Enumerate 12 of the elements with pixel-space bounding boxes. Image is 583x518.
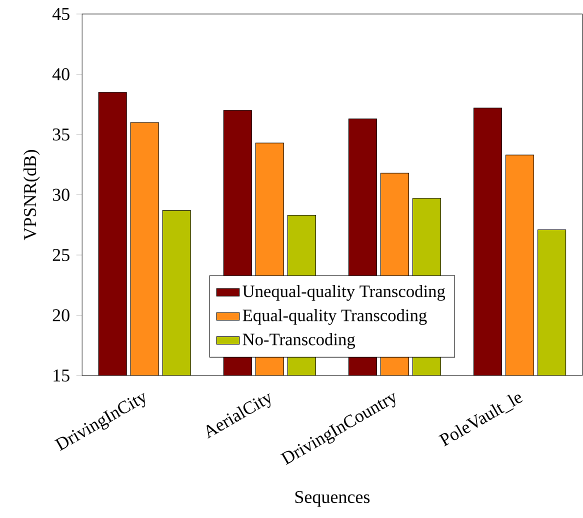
y-tick-label: 20 <box>52 309 70 322</box>
x-axis-title: Sequences <box>295 490 370 507</box>
y-tick-label: 45 <box>52 8 70 20</box>
legend-label: Equal-quality Transcoding <box>242 308 427 325</box>
legend-label: Unequal-quality Transcoding <box>242 284 446 301</box>
y-axis-title: VPSNR(dB) <box>23 150 40 240</box>
y-tick-label: 35 <box>52 128 70 140</box>
y-tick-label: 40 <box>52 68 70 80</box>
legend-label: No-Transcoding <box>242 332 356 349</box>
y-tick-label: 25 <box>52 248 70 261</box>
y-tick-label: 15 <box>54 369 70 382</box>
y-tick-label: 30 <box>52 188 70 201</box>
